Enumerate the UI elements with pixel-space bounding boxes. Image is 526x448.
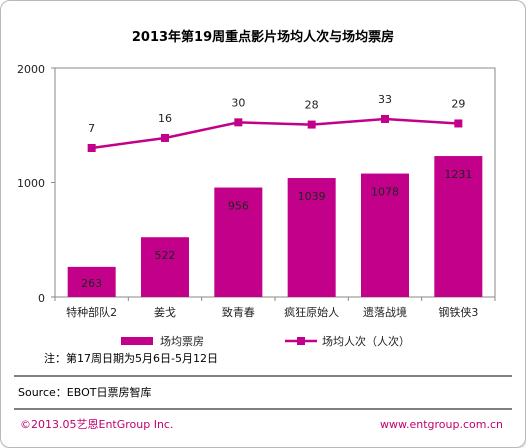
x-category-label-2: 致青春 (222, 305, 255, 319)
bar-value-label-4: 1078 (371, 186, 399, 199)
category-labels: 特种部队2 姜戈 致青春 疯狂原始人 遗落战境 钢铁侠3 (54, 297, 496, 319)
plot-area (54, 67, 496, 298)
bar-4 (361, 173, 409, 297)
x-category-label-4: 遗落战境 (363, 305, 407, 319)
line-point-5 (454, 119, 463, 128)
footer-copyright: ©2013.05艺恩EntGroup Inc. (20, 418, 173, 431)
y-tick-2000: 2000 (17, 63, 45, 76)
bar-0 (67, 266, 116, 297)
line-point-label-3: 28 (305, 99, 319, 112)
bar-value-label-1: 522 (155, 249, 176, 262)
line-point-3 (307, 120, 316, 129)
legend-swatch-marker (297, 337, 305, 345)
line-point-label-1: 16 (158, 112, 172, 125)
line-point-label-2: 30 (231, 96, 245, 109)
bar-2 (214, 187, 263, 297)
legend-label-bar: 场均票房 (160, 334, 204, 348)
x-category-label-0: 特种部队2 (66, 305, 117, 319)
line-point-1 (161, 133, 169, 142)
series-line-visits (91, 117, 459, 150)
line-point-label-4: 33 (378, 93, 392, 106)
bar-value-label-2: 956 (228, 200, 249, 213)
y-tick-1000: 1000 (17, 177, 45, 190)
x-category-label-1: 姜戈 (154, 305, 176, 319)
footer-website: www.entgroup.com.cn (380, 418, 503, 431)
line-point-2 (234, 118, 243, 127)
line-point-4 (381, 115, 389, 123)
bar-value-label-5: 1231 (444, 168, 472, 181)
legend-label-line: 场均人次（人次） (322, 334, 410, 348)
bar-1 (141, 237, 189, 297)
line-point-label-5: 29 (451, 97, 465, 110)
bar-value-label-0: 263 (81, 277, 102, 290)
line-point-0 (87, 144, 96, 152)
bar-value-label-3: 1039 (298, 190, 326, 203)
line-point-label-0: 7 (88, 122, 95, 135)
chart-title: 2013年第19周重点影片场均人次与场均票房 (132, 29, 394, 45)
y-tick-0: 0 (38, 292, 45, 305)
bar-5 (434, 156, 483, 297)
note-text: 注：第17周日期为5月6日-5月12日 (44, 351, 218, 365)
x-category-label-5: 钢铁侠3 (438, 306, 478, 319)
line-layer: 7 16 30 28 33 29 (87, 93, 465, 152)
bar-3 (287, 178, 336, 297)
x-category-label-3: 疯狂原始人 (284, 305, 339, 319)
bars-layer: 263 522 956 1039 1078 1231 (67, 156, 483, 297)
legend-swatch-bar (121, 337, 153, 345)
source-text: Source：EBOT日票房智库 (18, 385, 151, 399)
